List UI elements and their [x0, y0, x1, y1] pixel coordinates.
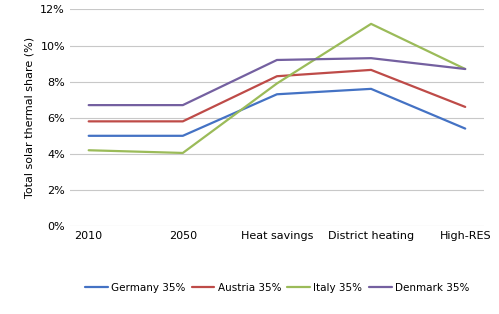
Austria 35% — [274, 74, 280, 78]
Germany 35% — [368, 87, 374, 91]
Italy 35% — [180, 151, 186, 155]
Y-axis label: Total solar thermal share (%): Total solar thermal share (%) — [24, 37, 35, 198]
Austria 35% — [86, 120, 92, 123]
Denmark 35% — [86, 103, 92, 107]
Italy 35% — [462, 67, 468, 71]
Germany 35% — [180, 134, 186, 138]
Austria 35% — [180, 120, 186, 123]
Austria 35% — [462, 105, 468, 109]
Italy 35% — [274, 82, 280, 85]
Germany 35% — [86, 134, 92, 138]
Legend: Germany 35%, Austria 35%, Italy 35%, Denmark 35%: Germany 35%, Austria 35%, Italy 35%, Den… — [81, 279, 473, 297]
Line: Denmark 35%: Denmark 35% — [89, 58, 465, 105]
Germany 35% — [274, 92, 280, 96]
Denmark 35% — [274, 58, 280, 62]
Line: Germany 35%: Germany 35% — [89, 89, 465, 136]
Austria 35% — [368, 68, 374, 72]
Line: Italy 35%: Italy 35% — [89, 24, 465, 153]
Italy 35% — [368, 22, 374, 26]
Denmark 35% — [368, 56, 374, 60]
Denmark 35% — [180, 103, 186, 107]
Line: Austria 35%: Austria 35% — [89, 70, 465, 122]
Italy 35% — [86, 149, 92, 152]
Germany 35% — [462, 127, 468, 131]
Denmark 35% — [462, 67, 468, 71]
